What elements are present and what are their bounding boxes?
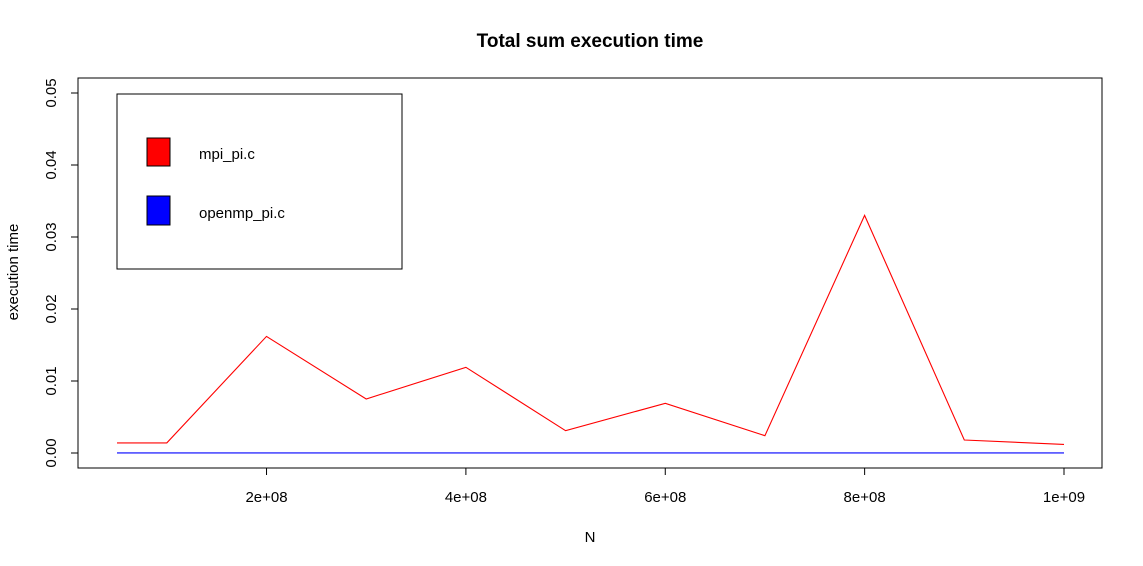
x-axis-label: N bbox=[585, 529, 596, 546]
legend-box bbox=[116, 93, 403, 270]
x-tick-label: 2e+08 bbox=[245, 489, 287, 506]
legend-label-openmp: openmp_pi.c bbox=[199, 205, 285, 222]
x-tick-label: 1e+09 bbox=[1043, 489, 1085, 506]
y-tick-label: 0.03 bbox=[43, 222, 60, 251]
x-axis: 2e+08 4e+08 6e+08 8e+08 1e+09 bbox=[245, 467, 1085, 506]
legend-swatch-openmp bbox=[146, 195, 171, 226]
legend-swatch-mpi bbox=[146, 137, 171, 167]
y-tick-label: 0.04 bbox=[43, 150, 60, 179]
y-tick-label: 0.01 bbox=[43, 366, 60, 395]
legend: mpi_pi.c openmp_pi.c bbox=[116, 93, 403, 270]
legend-label-mpi: mpi_pi.c bbox=[199, 146, 255, 163]
x-tick-label: 6e+08 bbox=[644, 489, 686, 506]
series-line-mpi bbox=[117, 214, 1065, 445]
y-tick-label: 0.05 bbox=[43, 78, 60, 107]
y-axis: 0.00 0.01 0.02 0.03 0.04 0.05 bbox=[43, 78, 79, 468]
y-axis-label: execution time bbox=[5, 224, 22, 321]
chart-title: Total sum execution time bbox=[477, 31, 704, 52]
series-group bbox=[117, 214, 1065, 454]
x-tick-label: 4e+08 bbox=[445, 489, 487, 506]
y-tick-label: 0.00 bbox=[43, 438, 60, 467]
y-tick-label: 0.02 bbox=[43, 294, 60, 323]
x-tick-label: 8e+08 bbox=[844, 489, 886, 506]
